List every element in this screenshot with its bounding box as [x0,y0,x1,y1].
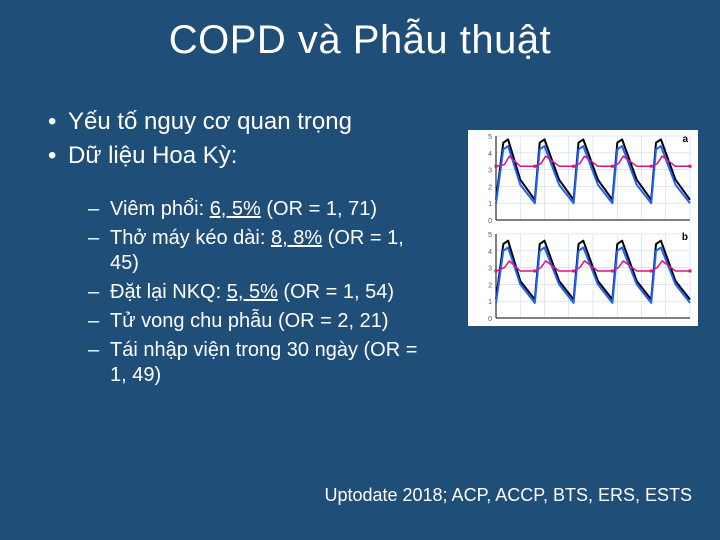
svg-text:0: 0 [488,316,492,323]
sub-bullet-list: Viêm phổi: 6, 5% (OR = 1, 71) Thở máy ké… [48,175,438,388]
sub-bullet-3-underline: 5, 5% [227,281,278,303]
svg-text:4: 4 [488,151,492,158]
svg-text:b: b [682,232,688,243]
sub-bullet-1-prefix: Viêm phổi: [110,198,210,220]
svg-text:3: 3 [488,266,492,273]
sub-bullet-2: Thở máy kéo dài: 8, 8% (OR = 1, 45) [88,226,438,276]
svg-text:2: 2 [488,282,492,289]
flow-volume-chart: 0 1 2 3 4 5 a 0 1 2 3 4 5 b [468,130,698,326]
svg-text:0: 0 [488,218,492,225]
sub-bullet-5-prefix: Tái nhập viện trong 30 ngày (OR = 1, 49) [110,339,417,386]
sub-bullet-3: Đặt lại NKQ: 5, 5% (OR = 1, 54) [88,280,438,305]
sub-bullet-2-prefix: Thở máy kéo dài: [110,227,271,249]
svg-text:a: a [682,134,688,145]
sub-bullet-4-prefix: Tử vong chu phẫu (OR = 2, 21) [110,310,389,332]
svg-text:5: 5 [488,232,492,239]
sub-bullet-4: Tử vong chu phẫu (OR = 2, 21) [88,309,438,334]
sub-bullet-1: Viêm phổi: 6, 5% (OR = 1, 71) [88,197,438,222]
citation: Uptodate 2018; ACP, ACCP, BTS, ERS, ESTS [324,485,692,506]
svg-text:3: 3 [488,168,492,175]
sub-bullet-3-prefix: Đặt lại NKQ: [110,281,227,303]
sub-bullet-1-underline: 6, 5% [210,198,261,220]
svg-text:5: 5 [488,134,492,141]
sub-bullet-1-suffix: (OR = 1, 71) [261,198,377,220]
svg-text:1: 1 [488,201,492,208]
svg-text:1: 1 [488,299,492,306]
sub-bullet-5: Tái nhập viện trong 30 ngày (OR = 1, 49) [88,338,438,388]
sub-bullet-2-underline: 8, 8% [271,227,322,249]
svg-text:4: 4 [488,249,492,256]
slide-title: COPD và Phẫu thuật [0,0,720,71]
sub-bullet-3-suffix: (OR = 1, 54) [278,281,394,303]
chart-svg: 0 1 2 3 4 5 a 0 1 2 3 4 5 b [468,130,698,326]
slide: COPD và Phẫu thuật Yếu tố nguy cơ quan t… [0,0,720,540]
svg-text:2: 2 [488,184,492,191]
